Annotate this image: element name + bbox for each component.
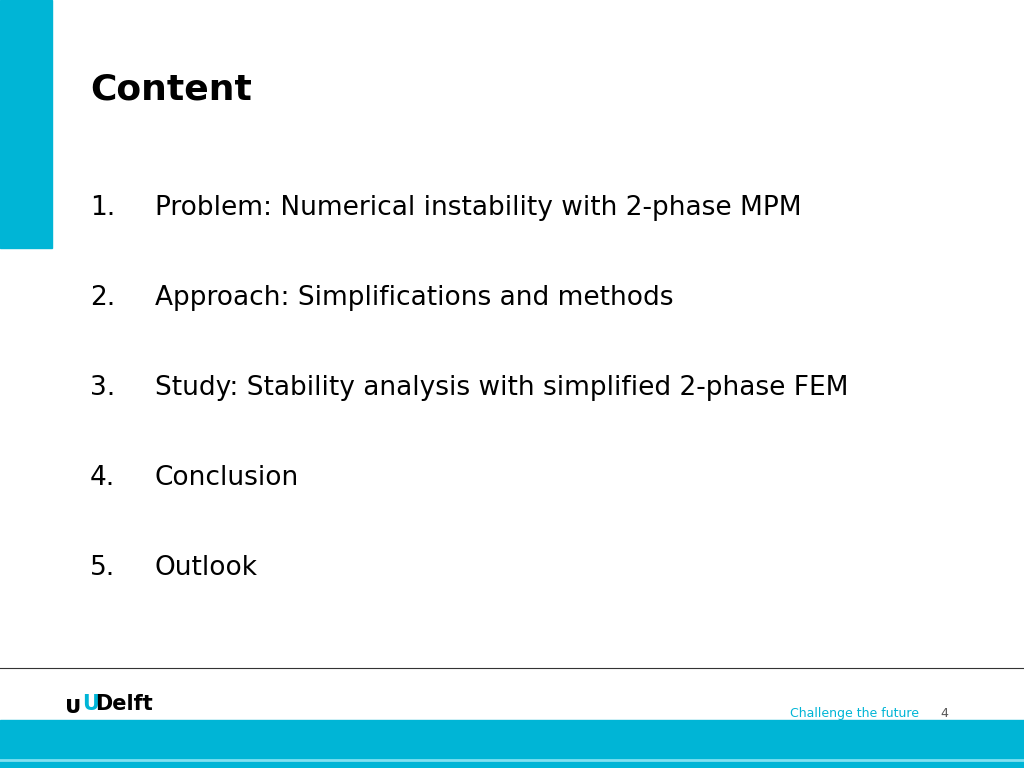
Text: 2.: 2.: [90, 285, 116, 311]
Text: Problem: Numerical instability with 2-phase MPM: Problem: Numerical instability with 2-ph…: [155, 195, 802, 221]
Text: 4: 4: [940, 707, 948, 720]
Text: 4.: 4.: [90, 465, 116, 491]
Text: Delft: Delft: [95, 694, 153, 714]
Text: U: U: [82, 694, 99, 714]
Text: ᴜ: ᴜ: [65, 694, 80, 718]
Text: Approach: Simplifications and methods: Approach: Simplifications and methods: [155, 285, 674, 311]
Text: 3.: 3.: [90, 375, 116, 401]
Text: Content: Content: [90, 72, 252, 106]
Text: Study: Stability analysis with simplified 2-phase FEM: Study: Stability analysis with simplifie…: [155, 375, 849, 401]
Bar: [0, 720, 1024, 768]
Text: Outlook: Outlook: [155, 555, 258, 581]
Text: 1.: 1.: [90, 195, 116, 221]
Text: Conclusion: Conclusion: [155, 465, 299, 491]
Text: Challenge the future: Challenge the future: [790, 707, 919, 720]
Bar: [0, 0, 52, 248]
Text: 5.: 5.: [90, 555, 116, 581]
